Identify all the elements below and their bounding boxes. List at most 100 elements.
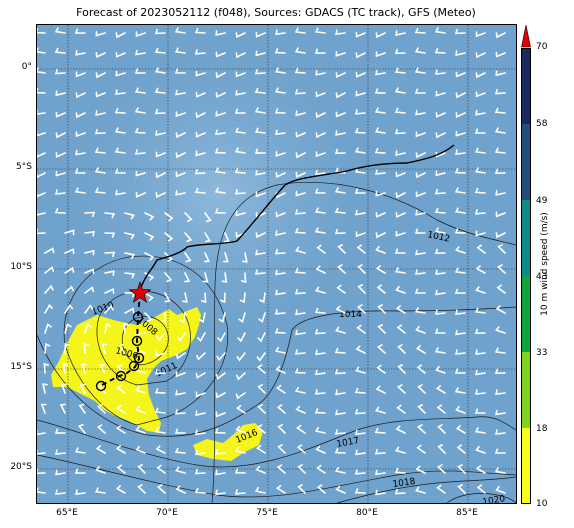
wind-barb-icon — [95, 466, 106, 474]
wind-barb-icon — [395, 150, 406, 157]
wind-barb-icon — [204, 232, 211, 243]
map-title: Forecast of 2023052112 (f048), Sources: … — [76, 6, 476, 19]
wind-barb-icon — [257, 332, 266, 343]
wind-barb-icon — [314, 408, 326, 414]
wind-barb-icon — [194, 169, 206, 175]
wind-barb-icon — [255, 232, 266, 239]
wind-barb-icon — [255, 31, 266, 38]
wind-barb-icon — [174, 27, 186, 34]
wind-barb-icon — [104, 322, 111, 334]
wind-barb-icon — [335, 305, 346, 314]
wind-barb-icon — [294, 267, 306, 274]
wind-barb-icon — [84, 249, 95, 256]
wind-barb-icon — [164, 212, 174, 222]
wind-barb-icon — [144, 212, 155, 221]
wind-barb-icon — [275, 289, 286, 296]
wind-barb-icon — [495, 409, 506, 416]
storm-position-star-icon — [128, 281, 152, 303]
wind-barb-icon — [474, 147, 486, 154]
wind-barb-icon — [254, 486, 266, 494]
graticule — [37, 25, 516, 503]
wind-barb-icon — [334, 207, 346, 214]
wind-barb-icon — [276, 404, 286, 414]
wind-barb-icon — [54, 428, 66, 434]
wind-barb-icon — [334, 347, 346, 354]
wind-barb-icon — [335, 111, 346, 118]
wind-barb-icon — [454, 387, 466, 394]
wind-barb-icon — [75, 112, 86, 119]
wind-barb-icon — [115, 485, 126, 494]
wind-barb-icon — [114, 108, 126, 114]
wind-barb-icon — [255, 50, 266, 57]
lon-label: 65°E — [56, 508, 78, 518]
wind-barb-icon — [137, 484, 146, 494]
wind-barb-icon — [295, 329, 306, 336]
wind-barb-icon — [94, 187, 106, 194]
wind-barb-icon — [164, 272, 173, 283]
wind-barb-icon — [275, 230, 286, 237]
wind-barb-icon — [78, 403, 86, 414]
wind-barb-icon — [59, 403, 66, 414]
wind-barb-icon — [234, 189, 246, 195]
wind-barb-icon — [215, 30, 226, 37]
wind-barb-icon — [115, 52, 126, 58]
wind-barb-icon — [294, 349, 306, 355]
wind-barb-icon — [124, 307, 135, 314]
wind-barb-icon — [74, 468, 86, 474]
wind-barb-icon — [99, 363, 106, 374]
wind-barb-icon — [375, 69, 386, 76]
wind-barb-icon — [175, 389, 186, 396]
wind-barb-icon — [315, 445, 326, 454]
wind-barb-icon — [375, 212, 386, 218]
wind-barb-icon — [474, 408, 486, 414]
wind-barb-icon — [335, 409, 346, 416]
wind-barb-icon — [64, 266, 75, 274]
wind-barb-icon — [374, 427, 386, 434]
wind-barb-icon — [55, 111, 66, 118]
wind-barb-icon — [334, 228, 346, 235]
wind-barb-icon — [104, 270, 115, 276]
wind-barb-icon — [335, 92, 346, 99]
wind-barb-icon — [94, 487, 106, 494]
wind-barb-icon — [375, 469, 386, 476]
wind-barb-icon — [235, 392, 246, 400]
wind-barb-icon — [455, 92, 466, 99]
wind-barb-icon — [416, 424, 426, 434]
wind-barb-icon — [494, 107, 506, 114]
wind-barb-icon — [256, 424, 266, 434]
wind-barb-icon — [394, 87, 406, 94]
wind-barb-icon — [315, 369, 326, 376]
wind-barb-icon — [474, 427, 486, 434]
wind-barb-icon — [144, 252, 155, 261]
wind-barb-icon — [354, 167, 366, 174]
wind-barb-icon — [97, 404, 106, 414]
wind-barb-icon — [156, 464, 166, 474]
wind-barb-icon — [44, 247, 55, 254]
wind-barb-icon — [154, 369, 166, 375]
wind-barb-icon — [116, 364, 126, 374]
wind-barb-icon — [135, 406, 146, 414]
wind-barb-icon — [335, 326, 346, 334]
wind-barb-icon — [124, 252, 136, 259]
wind-barb-icon — [81, 363, 87, 374]
wind-barb-icon — [195, 150, 206, 157]
wind-barb-icon — [95, 110, 106, 117]
wind-barb-icon — [415, 109, 426, 116]
wind-barb-icon — [494, 168, 506, 175]
wind-barb-icon — [335, 29, 346, 36]
wind-barb-icon — [234, 147, 246, 154]
wind-barb-icon — [454, 228, 466, 234]
wind-barb-icon — [375, 169, 386, 175]
wind-barb-icon — [294, 47, 306, 54]
colorbar-tick: 43 — [536, 272, 548, 282]
wind-barb-icon — [335, 485, 346, 494]
wind-barb-icon — [37, 131, 46, 137]
wind-barb-icon — [395, 192, 406, 199]
wind-barb-icon — [175, 132, 186, 139]
wind-barb-icon — [315, 151, 326, 158]
wind-barb-icon — [457, 464, 466, 474]
wind-barb-icon — [37, 487, 46, 494]
wind-barb-icon — [37, 47, 46, 54]
wind-barb-icon — [354, 408, 366, 415]
wind-barb-icon — [374, 448, 386, 455]
